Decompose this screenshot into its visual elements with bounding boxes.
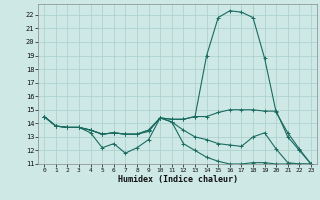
X-axis label: Humidex (Indice chaleur): Humidex (Indice chaleur)	[118, 175, 238, 184]
